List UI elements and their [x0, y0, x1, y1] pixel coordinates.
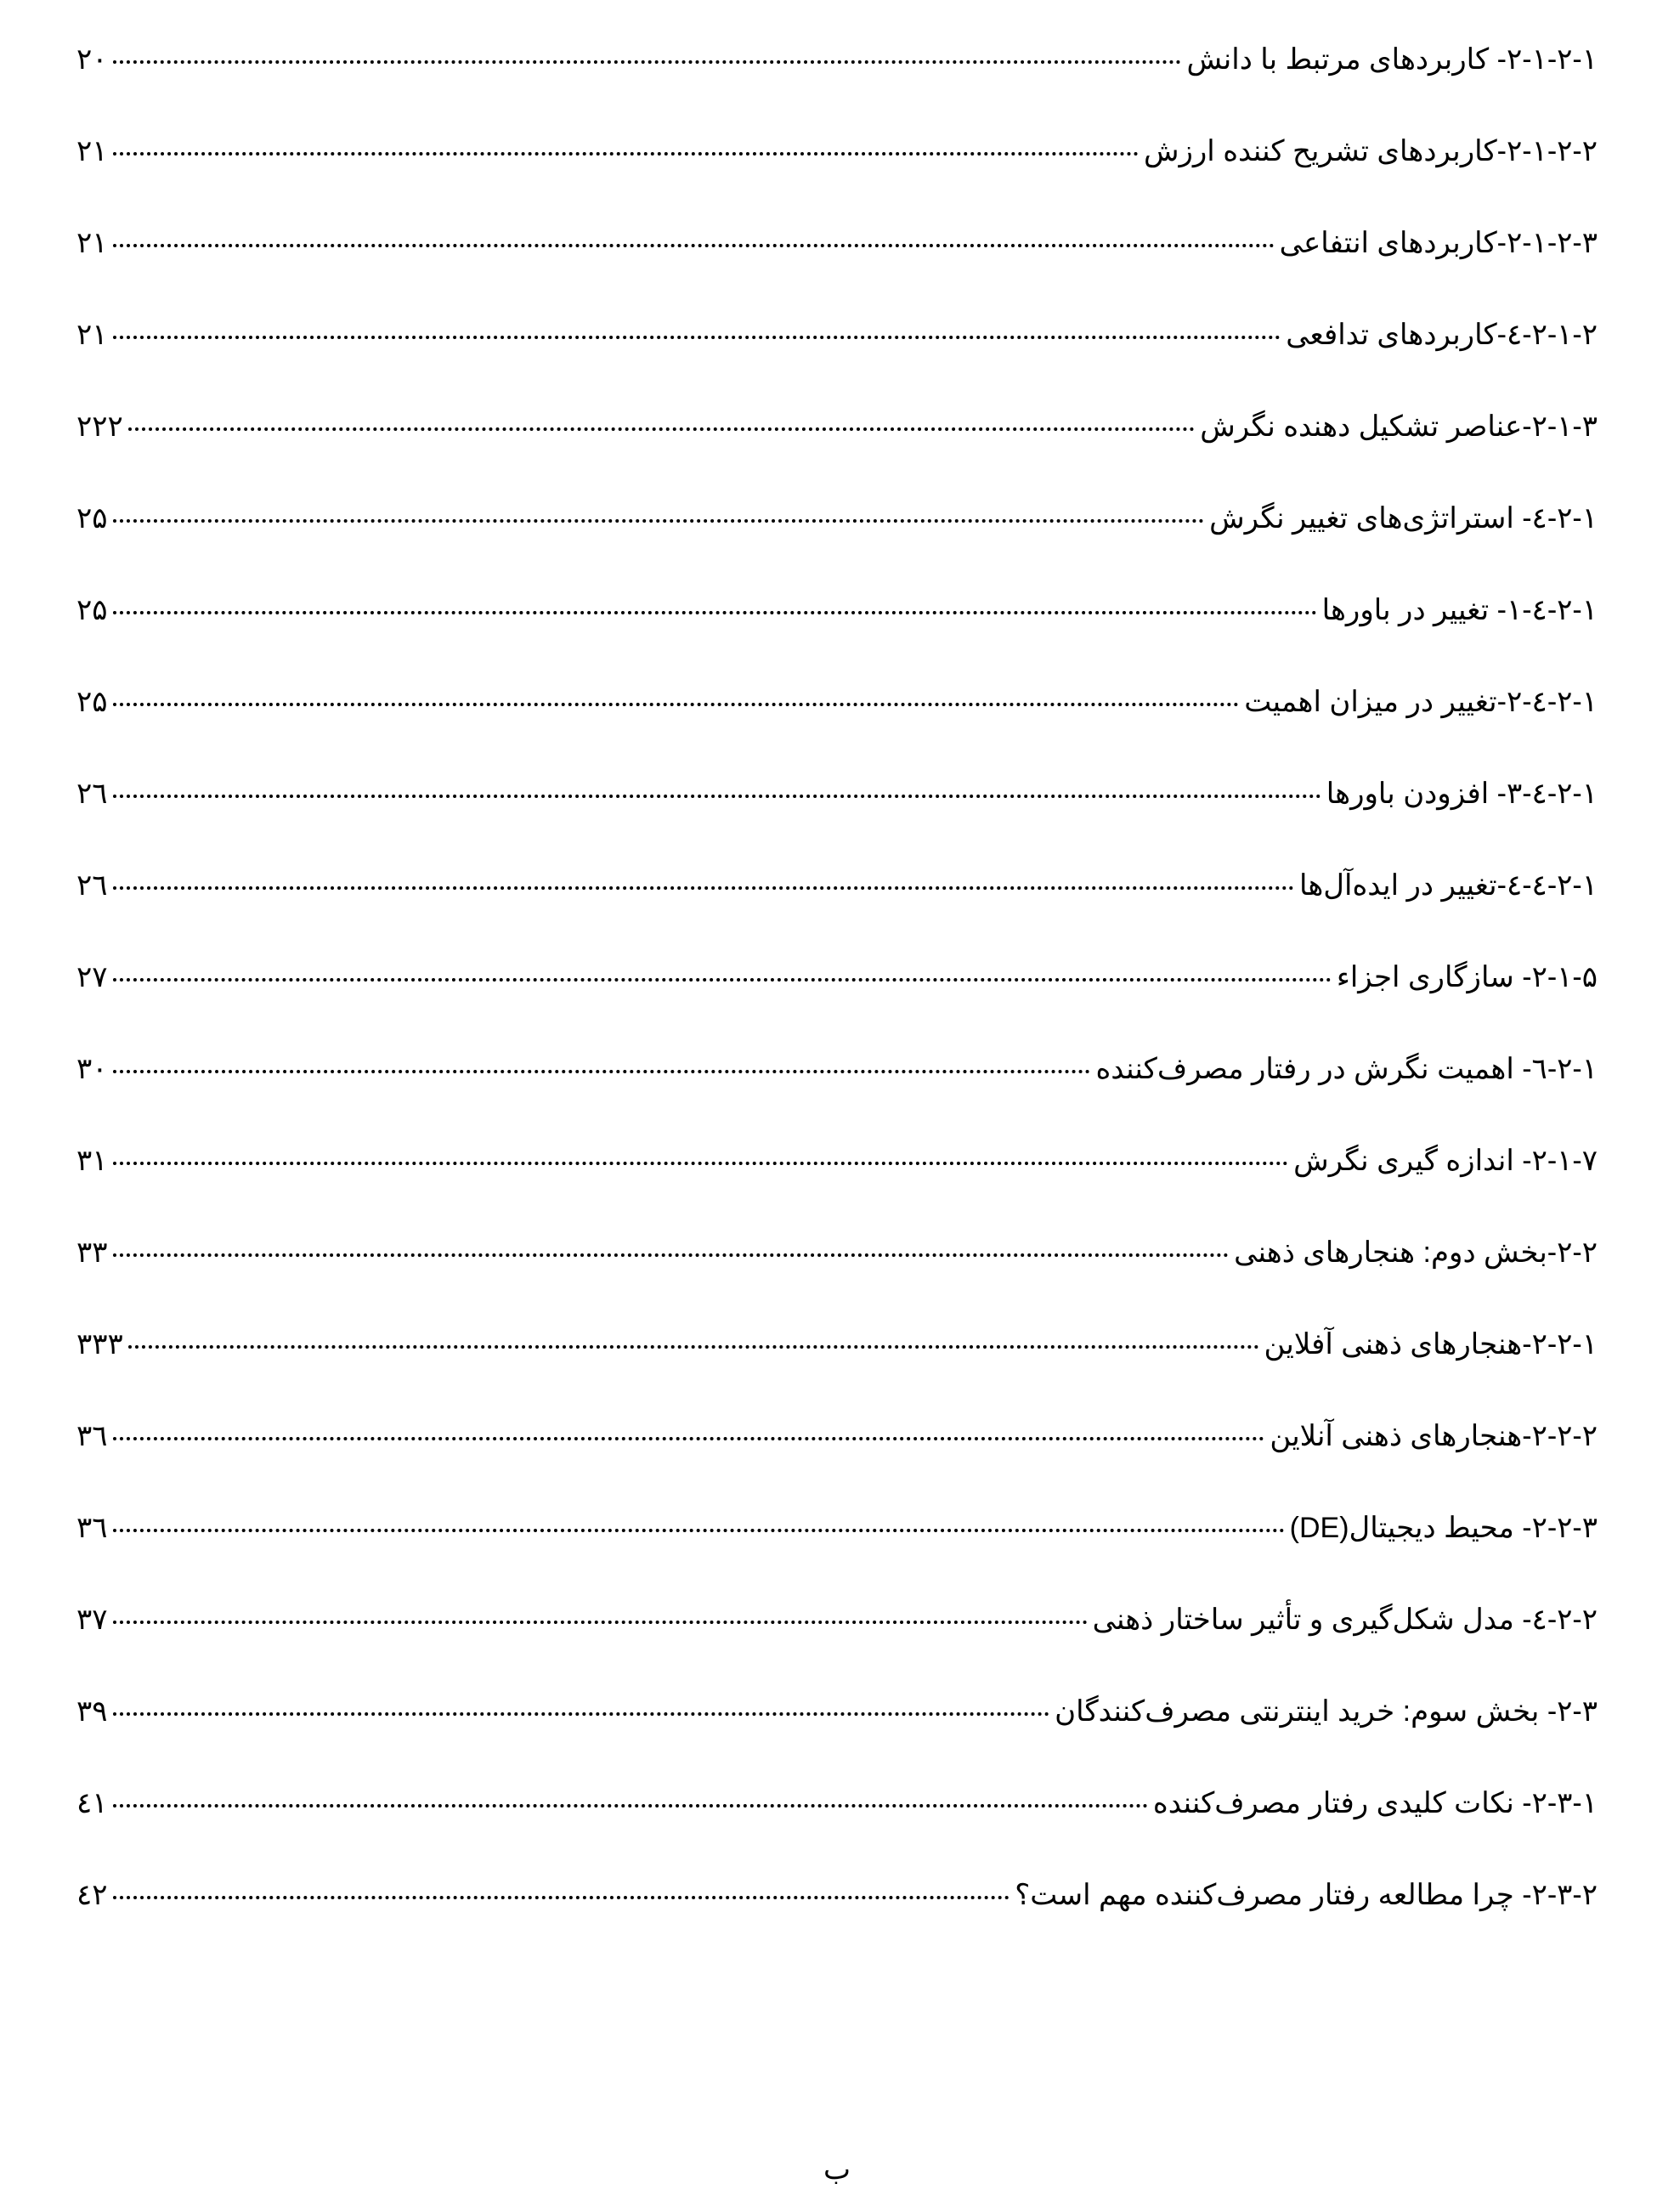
- toc-entry-title: ۲-۲-۳- محیط دیجیتال(DE): [1290, 1511, 1598, 1545]
- toc-dot-leader: [113, 152, 1139, 156]
- toc-entry-page: ۳٦: [76, 1419, 108, 1453]
- toc-entry-page: ۳۹: [76, 1694, 108, 1728]
- toc-entry-title: ۲-۱-۲-۲-کاربردهای تشریح کننده ارزش: [1144, 134, 1598, 168]
- toc-entry: ۲-۳-۲- چرا مطالعه رفتار مصرف‌کننده مهم ا…: [76, 1878, 1598, 1912]
- toc-entry-title: ۲-۲-۱-هنجارهای ذهنی آفلاین: [1264, 1327, 1598, 1361]
- toc-entry-page: ۲۱: [76, 318, 108, 352]
- toc-dot-leader: [113, 886, 1294, 890]
- toc-entry: ۲-۱-۵- سازگاری اجزاء ۲۷: [76, 960, 1598, 994]
- toc-entry: ۲-۱-٤-۲-تغییر در میزان اهمیت ۲۵: [76, 685, 1598, 719]
- toc-entry: ۲-۱-۲-۲-کاربردهای تشریح کننده ارزش ۲۱: [76, 134, 1598, 168]
- toc-entry-title: ۲-۱-٦- اهمیت نگرش در رفتار مصرف‌کننده: [1095, 1052, 1598, 1086]
- toc-entry-page: ۲۲۲: [76, 410, 123, 444]
- toc-entry-page: ۲۵: [76, 501, 108, 535]
- toc-entry-title: ۲-۱-۲-٤-کاربردهای تدافعی: [1286, 318, 1598, 352]
- toc-dot-leader: [113, 1070, 1091, 1073]
- toc-entry-page: ۳٦: [76, 1511, 108, 1545]
- toc-dot-leader: [113, 60, 1182, 64]
- toc-entry: ۲-۱-۲-۳-کاربردهای انتفاعی ۲۱: [76, 226, 1598, 260]
- toc-entry: ۲-۲-بخش دوم: هنجارهای ذهنی ۳۳: [76, 1236, 1598, 1270]
- toc-entry-page: ۳۳۳: [76, 1327, 123, 1361]
- toc-entry-title: ۲-۱-۲-۳-کاربردهای انتفاعی: [1280, 226, 1598, 260]
- toc-entry-page: ٤۲: [76, 1878, 108, 1912]
- toc-entry: ۲-۲-۱-هنجارهای ذهنی آفلاین ۳۳۳: [76, 1327, 1598, 1361]
- toc-entry-title: ۲-۳-۲- چرا مطالعه رفتار مصرف‌کننده مهم ا…: [1015, 1878, 1598, 1912]
- toc-dot-leader: [113, 1529, 1285, 1532]
- toc-entry-title: ۲-۱-٤- استراتژی‌های تغییر نگرش: [1209, 501, 1598, 535]
- toc-dot-leader: [113, 978, 1332, 982]
- toc-entry-title: ۲-۲-۲-هنجارهای ذهنی آنلاین: [1270, 1419, 1598, 1453]
- toc-dot-leader: [128, 427, 1195, 431]
- toc-entry-page: ۲۵: [76, 685, 108, 719]
- table-of-contents: ۲-۱-۲-۱- کاربردهای مرتبط با دانش۲۰۲-۱-۲-…: [76, 42, 1598, 1970]
- toc-entry: ۲-۱-٦- اهمیت نگرش در رفتار مصرف‌کننده ۳۰: [76, 1052, 1598, 1086]
- toc-entry: ۲-۱-٤- استراتژی‌های تغییر نگرش ۲۵: [76, 501, 1598, 535]
- toc-entry-title: ۲-۱-۷- اندازه گیری نگرش: [1293, 1144, 1598, 1178]
- toc-dot-leader: [113, 1253, 1230, 1257]
- page-footer: ب: [0, 2153, 1674, 2187]
- toc-dot-leader: [113, 1162, 1289, 1165]
- toc-entry: ۲-۲-٤- مدل شکل‌گیری و تأثیر ساختار ذهنی ۳…: [76, 1603, 1598, 1637]
- toc-entry: ۲-۱-٤-۱- تغییر در باورها ۲۵: [76, 593, 1598, 627]
- toc-entry: ۲-۳-۱- نکات کلیدی رفتار مصرف‌کننده ٤۱: [76, 1786, 1598, 1820]
- toc-dot-leader: [128, 1345, 1259, 1349]
- toc-entry-title: ۲-۱-۳-عناصر تشکیل دهنده نگرش: [1200, 410, 1598, 444]
- toc-dot-leader: [113, 1437, 1265, 1440]
- toc-dot-leader: [113, 795, 1321, 798]
- toc-dot-leader: [113, 1804, 1148, 1808]
- toc-entry: ۲-۲-۳- محیط دیجیتال(DE) ۳٦: [76, 1511, 1598, 1545]
- toc-entry-title: ۲-۱-۵- سازگاری اجزاء: [1337, 960, 1598, 994]
- toc-dot-leader: [113, 244, 1275, 247]
- toc-dot-leader: [113, 611, 1317, 614]
- toc-entry-title: ۲-۱-٤-۱- تغییر در باورها: [1322, 593, 1598, 627]
- toc-entry-title: ۲-۲-بخش دوم: هنجارهای ذهنی: [1234, 1236, 1598, 1270]
- toc-entry-page: ۲۷: [76, 960, 108, 994]
- toc-entry-page: ۲۱: [76, 134, 108, 168]
- toc-entry: ۲-۱-۲-٤-کاربردهای تدافعی ۲۱: [76, 318, 1598, 352]
- toc-entry: ۲-۲-۲-هنجارهای ذهنی آنلاین ۳٦: [76, 1419, 1598, 1453]
- toc-entry: ۲-۱-۲-۱- کاربردهای مرتبط با دانش ۲۰: [76, 42, 1598, 76]
- toc-entry: ۲-۳- بخش سوم: خرید اینترنتی مصرف‌کنندگان…: [76, 1694, 1598, 1728]
- toc-dot-leader: [113, 336, 1281, 339]
- toc-entry: ۲-۱-٤-۳- افزودن باورها ۲٦: [76, 777, 1598, 811]
- toc-entry-page: ۲۱: [76, 226, 108, 260]
- toc-entry-page: ۲٦: [76, 777, 108, 811]
- toc-entry-page: ۲۵: [76, 593, 108, 627]
- toc-dot-leader: [113, 1712, 1050, 1716]
- toc-dot-leader: [113, 1621, 1088, 1624]
- toc-dot-leader: [113, 1896, 1010, 1899]
- toc-entry-title: ۲-۳-۱- نکات کلیدی رفتار مصرف‌کننده: [1153, 1786, 1598, 1820]
- toc-entry-page: ۲۰: [76, 42, 108, 76]
- toc-entry-page: ۲٦: [76, 868, 108, 902]
- toc-entry-page: ۳۰: [76, 1052, 108, 1086]
- toc-dot-leader: [113, 703, 1240, 706]
- toc-entry: ۲-۱-۳-عناصر تشکیل دهنده نگرش ۲۲۲: [76, 410, 1598, 444]
- toc-entry-page: ۳۱: [76, 1144, 108, 1178]
- toc-entry-title: ۲-۲-٤- مدل شکل‌گیری و تأثیر ساختار ذهنی: [1093, 1603, 1598, 1637]
- page-number-label: ب: [823, 2153, 851, 2186]
- toc-entry-title: ۲-۱-٤-٤-تغییر در ایده‌آل‌ها: [1299, 868, 1598, 902]
- toc-entry: ۲-۱-٤-٤-تغییر در ایده‌آل‌ها ۲٦: [76, 868, 1598, 902]
- toc-dot-leader: [113, 519, 1205, 523]
- toc-entry-title: ۲-۱-۲-۱- کاربردهای مرتبط با دانش: [1186, 42, 1598, 76]
- toc-entry-page: ٤۱: [76, 1786, 108, 1820]
- toc-entry: ۲-۱-۷- اندازه گیری نگرش ۳۱: [76, 1144, 1598, 1178]
- toc-entry-page: ۳۷: [76, 1603, 108, 1637]
- toc-entry-title: ۲-۳- بخش سوم: خرید اینترنتی مصرف‌کنندگان: [1055, 1694, 1598, 1728]
- document-page: ۲-۱-۲-۱- کاربردهای مرتبط با دانش۲۰۲-۱-۲-…: [0, 0, 1674, 2212]
- toc-entry-title: ۲-۱-٤-۳- افزودن باورها: [1326, 777, 1598, 811]
- toc-entry-page: ۳۳: [76, 1236, 108, 1270]
- toc-entry-title: ۲-۱-٤-۲-تغییر در میزان اهمیت: [1244, 685, 1598, 719]
